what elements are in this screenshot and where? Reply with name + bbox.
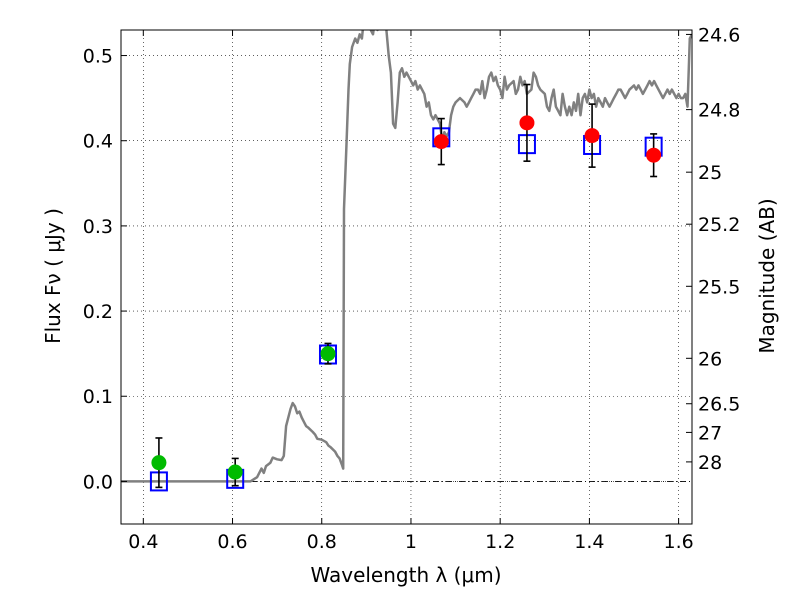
magnitude-tick-labels: 24.6 24.8 25 25.2 25.5 26 26.5 27 28 (698, 24, 740, 473)
x-tick-label: 1 (405, 531, 417, 553)
observed-point (646, 147, 662, 163)
magnitude-tick-label: 24.8 (698, 100, 740, 122)
y-tick-label: 0.2 (83, 301, 113, 323)
magnitude-tick-label: 27 (698, 422, 722, 444)
y-tick-label: 0.1 (83, 386, 113, 408)
y-tick-label: 0.5 (83, 46, 113, 68)
magnitude-tick-label: 25.5 (698, 276, 740, 298)
x-tick-label: 0.8 (307, 531, 337, 553)
y-axis-label: Flux Fν ( μJy ) (41, 208, 65, 344)
plot-frame (120, 29, 693, 525)
x-axis-label: Wavelength λ (μm) (310, 563, 501, 587)
y-axis-label-right: Magnitude (AB) (755, 198, 779, 353)
x-tick-label: 1.4 (574, 531, 604, 553)
magnitude-tick-label: 24.6 (698, 24, 740, 46)
points-layer (149, 83, 663, 492)
observed-point (227, 464, 243, 480)
x-tick-label: 0.4 (128, 531, 158, 553)
x-tick-labels: 0.4 0.6 0.8 1 1.2 1.4 1.6 (128, 531, 694, 553)
x-tick-label: 1.6 (664, 531, 694, 553)
magnitude-tick-label: 26.5 (698, 394, 740, 416)
magnitude-tick-label: 25.2 (698, 214, 740, 236)
y-tick-labels: 0.0 0.1 0.2 0.3 0.4 0.5 (83, 46, 113, 494)
observed-point (320, 346, 336, 362)
observed-point (151, 455, 167, 471)
model-spectrum-line (121, 30, 692, 483)
tick-marks (121, 30, 692, 524)
magnitude-tick-label: 28 (698, 452, 722, 474)
observed-point (519, 115, 535, 131)
spectrum-layer (121, 30, 692, 483)
y-tick-label: 0.3 (83, 216, 113, 238)
x-tick-label: 0.6 (217, 531, 247, 553)
magnitude-tick-label: 25 (698, 162, 722, 184)
grid-lines (121, 30, 692, 524)
x-tick-label: 1.2 (485, 531, 515, 553)
y-tick-label: 0.0 (83, 471, 113, 493)
observed-point (584, 128, 600, 144)
y-tick-label: 0.4 (83, 131, 113, 153)
observed-point (433, 134, 449, 150)
magnitude-tick-label: 26 (698, 348, 722, 370)
